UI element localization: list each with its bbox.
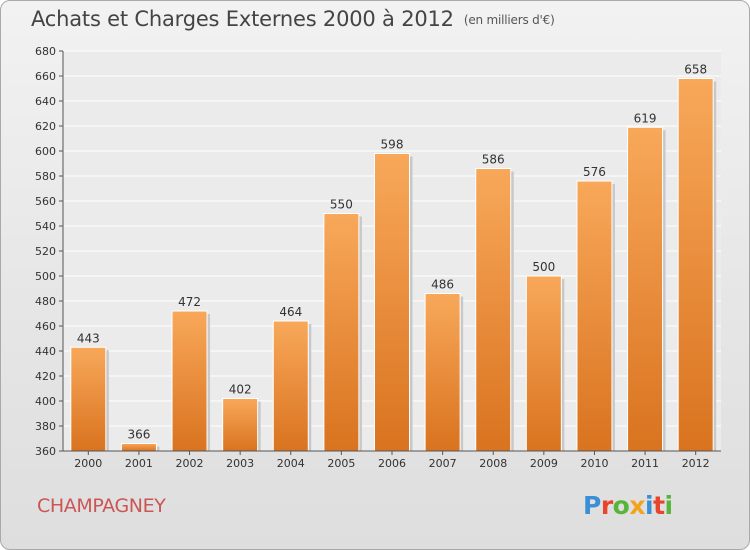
- y-tick-label: 460: [35, 320, 56, 333]
- x-tick-label: 2003: [226, 457, 254, 470]
- bar: [627, 126, 664, 452]
- bar: [576, 180, 613, 452]
- commune-name: CHAMPAGNEY: [37, 495, 166, 517]
- value-label: 619: [634, 111, 657, 125]
- logo-letter: x: [629, 491, 645, 520]
- bar: [222, 398, 259, 452]
- x-tick-label: 2005: [327, 457, 355, 470]
- x-tick-label: 2008: [479, 457, 507, 470]
- value-label: 550: [330, 198, 353, 212]
- y-tick-label: 640: [35, 95, 56, 108]
- value-label: 586: [482, 153, 505, 167]
- value-label: 486: [431, 278, 454, 292]
- x-tick-label: 2006: [378, 457, 406, 470]
- logo-letter: r: [600, 491, 613, 520]
- bar: [475, 168, 512, 452]
- x-tick-label: 2002: [176, 457, 204, 470]
- logo-letter: i: [645, 491, 654, 520]
- chart-unit: (en milliers d'€): [463, 13, 555, 27]
- y-tick-label: 380: [35, 420, 56, 433]
- y-tick-label: 660: [35, 70, 56, 83]
- bar: [677, 78, 714, 452]
- y-tick-label: 540: [35, 220, 56, 233]
- y-tick-label: 600: [35, 145, 56, 158]
- axes: 360 380 400 420 440 460 480 500 520 540 560 580 600 6…: [35, 45, 721, 470]
- logo-letter: i: [664, 491, 674, 520]
- logo-letter: o: [612, 491, 630, 520]
- y-tick-label: 440: [35, 345, 56, 358]
- bar: [525, 275, 562, 452]
- value-label: 464: [279, 305, 302, 319]
- bars: [70, 78, 717, 452]
- chart-title-text: Achats et Charges Externes 2000 à 2012: [31, 7, 454, 31]
- value-label: 576: [583, 165, 606, 179]
- y-tick-label: 400: [35, 395, 56, 408]
- value-label: 402: [229, 383, 252, 397]
- y-tick-label: 560: [35, 195, 56, 208]
- logo-letter: P: [583, 491, 601, 520]
- bar: [323, 213, 360, 452]
- chart-title: Achats et Charges Externes 2000 à 2012 (e…: [31, 7, 555, 31]
- value-label: 472: [178, 295, 201, 309]
- x-tick-label: 2009: [530, 457, 558, 470]
- bar: [120, 443, 157, 452]
- y-tick-label: 680: [35, 45, 56, 58]
- x-tick-label: 2007: [429, 457, 457, 470]
- x-tick-label: 2012: [682, 457, 710, 470]
- y-tick-label: 480: [35, 295, 56, 308]
- value-label: 366: [127, 428, 150, 442]
- y-tick-label: 580: [35, 170, 56, 183]
- bar: [424, 293, 461, 452]
- value-label: 443: [77, 331, 100, 345]
- x-tick-label: 2001: [125, 457, 153, 470]
- bar: [272, 320, 309, 452]
- y-tick-label: 420: [35, 370, 56, 383]
- bar: [374, 153, 410, 452]
- proxiti-logo: Proxiti: [583, 491, 673, 520]
- y-tick-label: 620: [35, 120, 56, 133]
- logo-letter: t: [653, 491, 665, 520]
- x-tick-label: 2011: [631, 457, 659, 470]
- bar: [171, 310, 208, 452]
- x-tick-label: 2000: [74, 457, 102, 470]
- value-label: 500: [532, 260, 555, 274]
- x-tick-label: 2010: [580, 457, 608, 470]
- y-tick-label: 520: [35, 245, 56, 258]
- value-label: 598: [381, 138, 404, 152]
- y-tick-label: 360: [35, 445, 56, 458]
- y-tick-label: 500: [35, 270, 56, 283]
- bar: [70, 346, 107, 452]
- value-labels: 443 366 472 402 464 550 598 486 586 500 576 619 658: [77, 63, 707, 442]
- x-tick-label: 2004: [277, 457, 305, 470]
- value-label: 658: [684, 63, 707, 77]
